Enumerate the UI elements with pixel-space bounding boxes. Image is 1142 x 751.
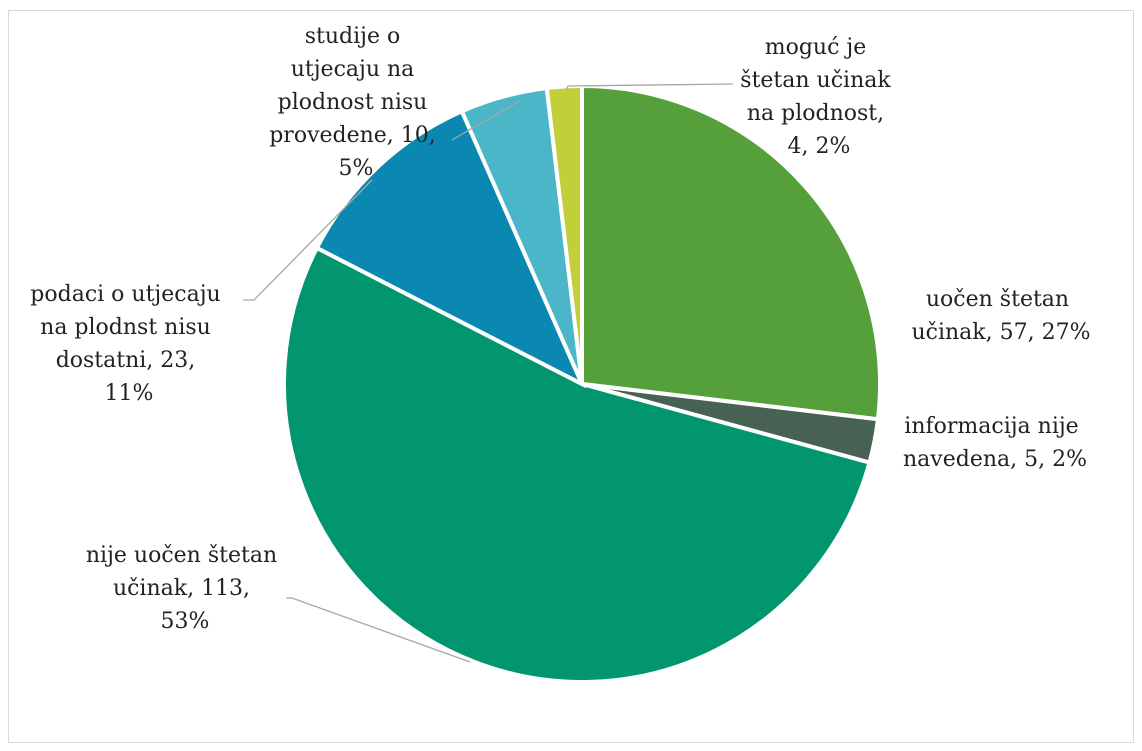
leader-line-moguc — [565, 83, 734, 91]
data-label-studije: studije o utjecaju na plodnost nisu prov… — [269, 24, 443, 181]
pie-slice-1 — [580, 83, 882, 422]
pie-slice-3 — [282, 245, 872, 684]
data-label-moguc: moguć je štetan učinak na plodnost, 4, 2… — [740, 35, 897, 159]
pie-slices — [282, 83, 882, 684]
data-label-nije-uocen: nije uočen štetan učinak, 113, 53% — [86, 543, 284, 634]
leader-line-studije — [451, 99, 522, 141]
leader-line-podaci — [243, 179, 373, 301]
pie-slice-4 — [314, 108, 587, 389]
data-labels: uočen štetan učinak, 57, 27% informacija… — [30, 24, 1090, 634]
data-label-informacija: informacija nije navedena, 5, 2% — [903, 414, 1087, 472]
leader-line-nije-uocen — [286, 597, 471, 663]
data-label-uocen-stetan: uočen štetan učinak, 57, 27% — [911, 287, 1090, 345]
data-label-podaci: podaci o utjecaju na plodnst nisu dostat… — [30, 282, 227, 406]
leader-lines — [243, 83, 734, 663]
